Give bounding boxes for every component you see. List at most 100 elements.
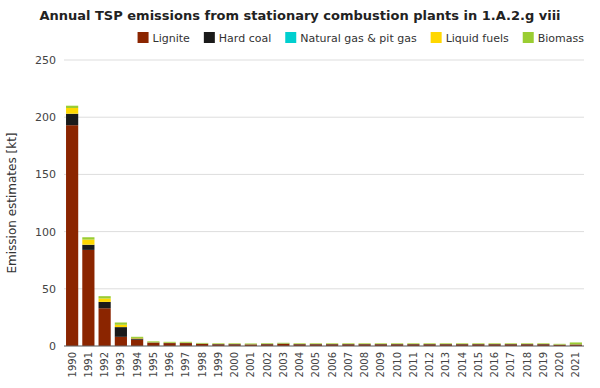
legend-label: Lignite xyxy=(153,32,191,45)
legend-label: Natural gas & pit gas xyxy=(300,32,417,45)
bar-segment xyxy=(375,343,387,344)
bar-segment xyxy=(99,298,111,301)
bar-segment xyxy=(212,343,224,344)
bar-segment xyxy=(245,344,257,345)
bar-segment xyxy=(505,343,517,344)
bar-segment xyxy=(310,343,322,345)
bar-segment xyxy=(407,343,419,345)
bar-segment xyxy=(82,245,94,250)
bar-segment xyxy=(342,343,354,344)
bar-segment xyxy=(537,343,549,344)
grid-line xyxy=(64,60,584,61)
x-tick-label: 2006 xyxy=(327,352,338,377)
bar-segment xyxy=(66,114,78,125)
bar-segment xyxy=(115,327,127,337)
x-tick-label: 1993 xyxy=(115,352,126,377)
x-tick-label: 2004 xyxy=(294,352,305,377)
bar-segment xyxy=(407,343,419,344)
bar-segment xyxy=(261,343,273,344)
bar-segment xyxy=(359,343,371,345)
x-tick-label: 2010 xyxy=(392,352,403,377)
bar-segment xyxy=(554,344,566,345)
y-tick-label: 250 xyxy=(35,54,56,67)
bar-segment xyxy=(245,344,257,345)
bar-segment xyxy=(261,343,273,345)
bar-segment xyxy=(310,344,322,345)
legend: LigniteHard coalNatural gas & pit gasLiq… xyxy=(138,32,585,45)
bar-segment xyxy=(342,344,354,345)
x-tick-label: 1991 xyxy=(83,352,94,377)
bar-segment xyxy=(521,344,533,345)
legend-label: Biomass xyxy=(538,32,585,45)
bar-segment xyxy=(277,342,289,344)
bar-segment xyxy=(245,344,257,345)
bar-segment xyxy=(212,343,224,345)
bar-segment xyxy=(554,344,566,345)
bar-segment xyxy=(472,343,484,345)
x-tick-label: 2011 xyxy=(408,352,419,377)
bar-segment xyxy=(99,308,111,346)
bar-segment xyxy=(456,344,468,345)
bar-segment xyxy=(391,343,403,344)
x-tick-label: 1998 xyxy=(197,352,208,377)
bar-segment xyxy=(277,343,289,344)
bar-segment xyxy=(196,343,208,344)
x-tick-label: 2003 xyxy=(278,352,289,377)
x-tick-label: 1999 xyxy=(213,352,224,377)
bar-segment xyxy=(229,343,241,344)
x-tick-label: 1995 xyxy=(148,352,159,377)
bar-segment xyxy=(147,342,159,343)
bar-segment xyxy=(570,342,582,344)
grid-line xyxy=(64,346,584,347)
x-tick-label: 2001 xyxy=(245,352,256,377)
x-tick-label: 2000 xyxy=(229,352,240,377)
bar-segment xyxy=(131,339,143,340)
y-axis-label: Emission estimates [kt] xyxy=(5,132,19,273)
bar-segment xyxy=(440,343,452,344)
bar-segment xyxy=(164,341,176,343)
bar-segment xyxy=(359,343,371,344)
bar-segment xyxy=(326,344,338,345)
bar-segment xyxy=(99,296,111,298)
legend-swatch xyxy=(285,32,296,43)
bar-segment xyxy=(391,344,403,345)
y-tick-label: 200 xyxy=(35,111,56,124)
x-tick-label: 2013 xyxy=(440,352,451,377)
bar-segment xyxy=(489,343,501,344)
bar-segment xyxy=(326,343,338,344)
legend-swatch xyxy=(431,32,442,43)
bar-segment xyxy=(554,343,566,345)
x-tick-label: 2020 xyxy=(554,352,565,377)
bar-segment xyxy=(131,338,143,339)
x-tick-label: 2015 xyxy=(473,352,484,377)
y-axis: 050100150200250 xyxy=(35,54,56,353)
series xyxy=(66,114,582,345)
bar-segment xyxy=(66,106,78,108)
bar-segment xyxy=(212,343,224,344)
x-tick-label: 2014 xyxy=(457,352,468,377)
x-tick-label: 2012 xyxy=(424,352,435,377)
y-tick-label: 150 xyxy=(35,168,56,181)
bar-segment xyxy=(196,343,208,344)
bar-segment xyxy=(472,343,484,344)
x-tick-label: 1996 xyxy=(164,352,175,377)
bar-segment xyxy=(424,343,436,345)
bar-segment xyxy=(82,237,94,239)
bar-segment xyxy=(294,343,306,345)
legend-swatch xyxy=(523,32,534,43)
series xyxy=(66,114,582,345)
bar-segment xyxy=(196,343,208,344)
y-tick-label: 50 xyxy=(42,283,56,296)
x-tick-label: 1990 xyxy=(67,352,78,377)
bar-segment xyxy=(375,344,387,345)
bar-segment xyxy=(537,344,549,345)
bar-segment xyxy=(180,342,192,343)
bar-segment xyxy=(424,344,436,345)
bar-segment xyxy=(277,343,289,344)
grid xyxy=(64,60,584,346)
x-tick-label: 1992 xyxy=(99,352,110,377)
bar-segment xyxy=(440,343,452,345)
y-tick-label: 100 xyxy=(35,226,56,239)
bar-segment xyxy=(212,344,224,345)
x-tick-label: 2016 xyxy=(489,352,500,377)
